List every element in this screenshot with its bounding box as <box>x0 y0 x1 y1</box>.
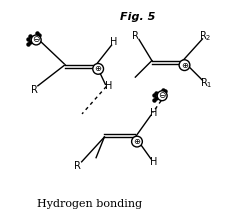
Text: H: H <box>105 81 112 91</box>
Circle shape <box>31 35 41 45</box>
Text: ⊕: ⊕ <box>181 61 188 70</box>
Text: H: H <box>110 37 117 47</box>
Text: ⊖: ⊖ <box>158 91 166 100</box>
Circle shape <box>179 60 190 71</box>
Text: R$_2$: R$_2$ <box>199 29 212 43</box>
Text: Fig. 5: Fig. 5 <box>120 12 155 22</box>
Text: H: H <box>150 157 158 167</box>
Circle shape <box>157 91 167 101</box>
Text: H: H <box>150 108 157 118</box>
Circle shape <box>132 136 142 147</box>
Text: R: R <box>132 31 139 41</box>
Text: ⊕: ⊕ <box>134 137 140 146</box>
Text: ⊕: ⊕ <box>95 64 102 73</box>
Text: R$_1$: R$_1$ <box>200 76 212 90</box>
Text: Hydrogen bonding: Hydrogen bonding <box>37 199 142 209</box>
Text: ⊖: ⊖ <box>32 35 40 45</box>
Text: R: R <box>31 85 38 95</box>
Circle shape <box>93 63 104 74</box>
Text: R: R <box>74 161 80 171</box>
